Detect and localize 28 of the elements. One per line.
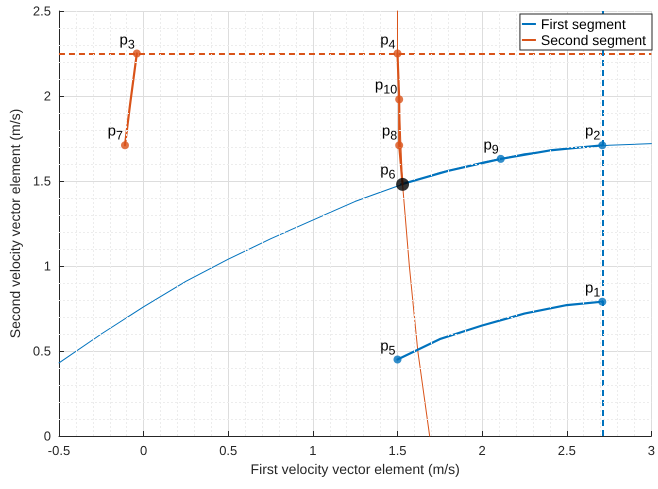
x-tick-label: -0.5	[48, 443, 70, 458]
x-tick-label: 1.5	[388, 443, 407, 458]
x-tick-label: 1	[309, 443, 316, 458]
y-tick-label: 1	[44, 258, 51, 274]
x-tick-label: 3	[648, 443, 655, 458]
y-tick-label: 0.5	[32, 344, 51, 358]
annotation: p$_{7}$	[108, 122, 123, 143]
annotation: p$_{6}$	[380, 162, 396, 182]
x-tick-label: 0.5	[219, 443, 238, 458]
annotation: p$_{8}$	[382, 122, 398, 143]
x-tick-label: 0	[140, 443, 148, 458]
annotation: p$_{2}$	[585, 122, 600, 143]
legend-label: First segment	[540, 16, 626, 32]
annotation: p$_{3}$	[120, 31, 135, 51]
x-tick-label: 2.5	[558, 443, 576, 458]
annotation: p$_{4}$	[380, 31, 396, 51]
x-tick-label: 2	[478, 443, 486, 458]
annotation: p$_{9}$	[483, 136, 499, 156]
annotation: p$_{5}$	[380, 337, 396, 357]
annotation: p$_{10}$	[374, 76, 398, 97]
y-tick-label: 1.5	[32, 174, 51, 188]
y-tick-label: 2.5	[32, 4, 51, 18]
annotation: p$_{1}$	[585, 279, 600, 300]
x-axis-title: First velocity vector element (m/s)	[250, 461, 460, 477]
legend-label: Second segment	[540, 32, 646, 48]
y-tick-label: 2	[44, 88, 51, 104]
y-tick-label: 0	[44, 428, 51, 444]
y-axis-title: Second velocity vector element (m/s)	[7, 108, 23, 338]
